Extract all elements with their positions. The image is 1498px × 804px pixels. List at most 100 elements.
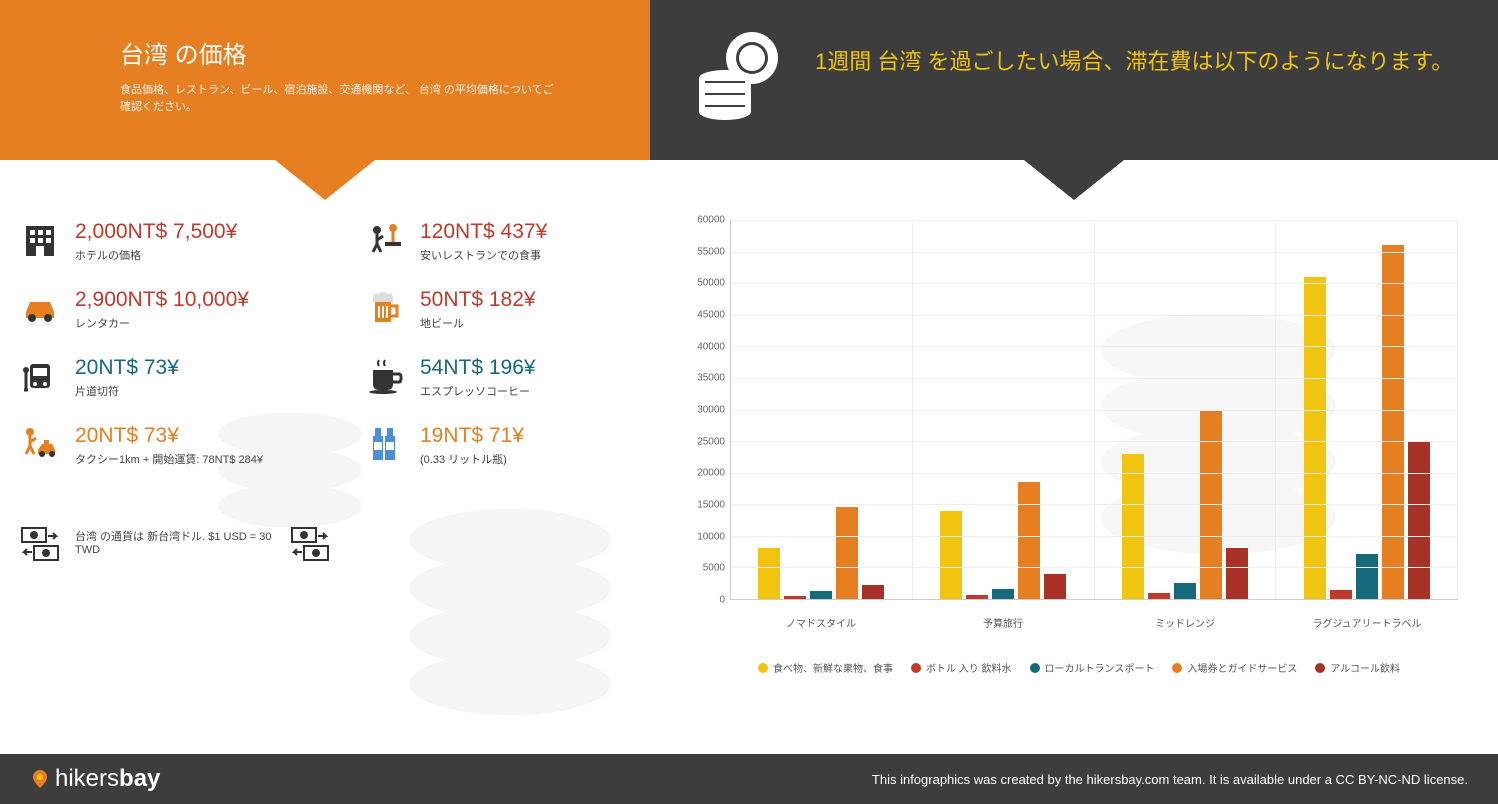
coins-icon [690,30,790,130]
y-tick: 50000 [697,278,725,289]
y-tick: 0 [719,595,725,606]
legend-label: ローカルトランスポート [1045,660,1155,675]
bar [1330,590,1352,599]
price-item: 54NT$ 196¥エスプレッソコーヒー [365,356,680,399]
coffee-icon [365,356,405,396]
y-tick: 10000 [697,531,725,542]
y-tick: 30000 [697,405,725,416]
hotel-icon [20,220,60,260]
bar [758,548,780,599]
taxi-icon [20,424,60,464]
legend-item: 食べ物、新鮮な果物、食事 [758,660,893,675]
bar [1356,554,1378,599]
y-tick: 45000 [697,310,725,321]
legend-item: アルコール飲料 [1315,660,1400,675]
price-item: 50NT$ 182¥ 地ビール [365,288,680,331]
price-label: 安いレストランでの食事 [420,247,547,263]
bg-coins-decoration [390,480,630,720]
pin-icon [30,769,50,789]
price-amount: 2,900NT$ 10,000¥ [75,288,249,312]
header: 台湾 の価格 食品価格、レストラン、ビール、宿泊施設、交通機関など、 台湾 の平… [0,0,1498,160]
currency-note: 台湾 の通貨は 新台湾ドル. $1 USD = 30 TWD [75,528,275,556]
bar [992,589,1014,599]
legend-label: アルコール飲料 [1330,660,1400,675]
bar [836,507,858,599]
bar [1226,548,1248,599]
chart-panel: 0 5000 10000 15000 20000 25000 30000 35000 40000… [680,220,1478,675]
brand-part2: bay [119,765,160,792]
y-tick: 55000 [697,246,725,257]
price-amount: 2,000NT$ 7,500¥ [75,220,237,244]
y-tick: 15000 [697,500,725,511]
price-amount: 20NT$ 73¥ [75,356,179,380]
legend-swatch [911,663,921,673]
legend-swatch [1030,663,1040,673]
price-item: 20NT$ 73¥片道切符 [20,356,335,399]
bar [1148,593,1170,599]
price-label: (0.33 リットル瓶) [420,451,524,467]
price-label: 地ビール [420,315,536,331]
page-subtitle: 食品価格、レストラン、ビール、宿泊施設、交通機関など、 台湾 の平均価格について… [120,82,560,115]
price-item: 120NT$ 437¥ 安いレストランでの食事 [365,220,680,263]
price-item: 2,900NT$ 10,000¥ レンタカー [20,288,335,331]
price-amount: 120NT$ 437¥ [420,220,547,244]
x-label: ラグジュアリートラベル [1276,615,1458,630]
y-tick: 40000 [697,341,725,352]
y-tick: 5000 [703,563,725,574]
header-left: 台湾 の価格 食品価格、レストラン、ビール、宿泊施設、交通機関など、 台湾 の平… [0,0,650,160]
bar [784,596,806,599]
exchange-icon [290,522,330,562]
legend-label: 食べ物、新鮮な果物、食事 [773,660,893,675]
price-amount: 19NT$ 71¥ [420,424,524,448]
x-label: 予算旅行 [912,615,1094,630]
beer-icon [365,288,405,328]
bar [1408,441,1430,599]
header-right: 1週間 台湾 を過ごしたい場合、滞在費は以下のようになります。 [650,0,1498,160]
price-item: 20NT$ 73¥ タクシー1km + 開始運賃: 78NT$ 284¥ [20,424,335,467]
bar [810,591,832,599]
price-label: タクシー1km + 開始運賃: 78NT$ 284¥ [75,451,263,467]
header-right-title: 1週間 台湾 を過ごしたい場合、滞在費は以下のようになります。 [815,45,1453,78]
legend-item: ローカルトランスポート [1030,660,1155,675]
prices-panel: 2,000NT$ 7,500¥ ホテルの価格 2,900NT$ 10,000¥ レンタ… [20,220,680,675]
logo: hikersbay [30,765,160,793]
y-tick: 25000 [697,436,725,447]
bar [1304,277,1326,599]
bar [1044,574,1066,599]
price-amount: 50NT$ 182¥ [420,288,536,312]
price-label: ホテルの価格 [75,247,237,263]
bar [1122,454,1144,599]
legend-swatch [1315,663,1325,673]
footer: hikersbay This infographics was created … [0,754,1498,804]
bar [1174,583,1196,599]
price-item: 19NT$ 71¥ (0.33 リットル瓶) [365,424,680,467]
x-label: ノマドスタイル [730,615,912,630]
bar-chart: 0 5000 10000 15000 20000 25000 30000 35000 40000… [680,220,1458,650]
y-tick: 60000 [697,215,725,226]
bar [862,585,884,599]
legend-swatch [1172,663,1182,673]
legend-label: ボトル 入り 飲料水 [926,660,1012,675]
footer-license: This infographics was created by the hik… [872,772,1468,787]
car-icon [20,288,60,328]
y-tick: 20000 [697,468,725,479]
restaurant-icon [365,220,405,260]
bus-icon [20,356,60,396]
legend-swatch [758,663,768,673]
content: 2,000NT$ 7,500¥ ホテルの価格 2,900NT$ 10,000¥ レンタ… [0,160,1498,675]
bar [1018,482,1040,599]
price-label: レンタカー [75,315,249,331]
legend-item: ボトル 入り 飲料水 [911,660,1012,675]
exchange-icon [20,522,60,562]
y-tick: 35000 [697,373,725,384]
bar [940,511,962,599]
price-amount: 20NT$ 73¥ [75,424,263,448]
price-item: 2,000NT$ 7,500¥ ホテルの価格 [20,220,335,263]
legend-label: 入場券とガイドサービス [1187,660,1297,675]
bar [1382,245,1404,599]
chart-legend: 食べ物、新鮮な果物、食事 ボトル 入り 飲料水 ローカルトランスポート 入場券とガイド… [680,660,1478,675]
page-title: 台湾 の価格 [120,35,610,70]
bar [966,595,988,599]
price-label: エスプレッソコーヒー [420,383,536,399]
x-label: ミッドレンジ [1094,615,1276,630]
